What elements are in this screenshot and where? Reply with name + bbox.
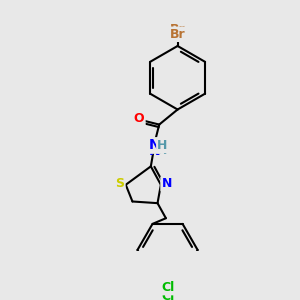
Text: Cl: Cl: [161, 290, 174, 300]
Text: O: O: [134, 112, 144, 125]
Text: Br: Br: [170, 23, 185, 36]
Text: Br: Br: [170, 28, 185, 41]
Text: N: N: [161, 177, 172, 190]
Text: H: H: [158, 144, 168, 157]
Text: S: S: [116, 177, 124, 190]
Text: N: N: [148, 139, 160, 152]
Text: H: H: [158, 139, 168, 152]
Text: S: S: [116, 177, 124, 190]
Text: O: O: [134, 112, 144, 125]
Text: N: N: [148, 144, 160, 158]
Text: N: N: [161, 177, 172, 190]
Text: Cl: Cl: [161, 281, 174, 294]
